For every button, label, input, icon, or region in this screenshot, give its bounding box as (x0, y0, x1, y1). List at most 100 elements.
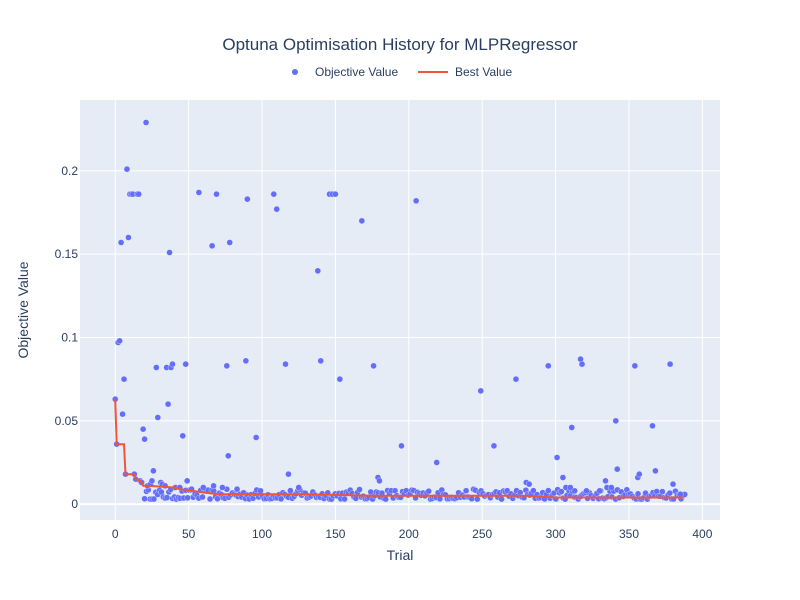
objective-point (244, 196, 251, 203)
objective-point (206, 495, 214, 503)
y-tick-label: 0.2 (61, 164, 78, 178)
objective-point (649, 422, 656, 429)
objective-point (659, 488, 666, 495)
legend-best-label: Best Value (455, 65, 512, 79)
objective-point (208, 242, 216, 249)
objective-point (433, 459, 440, 466)
objective-point (677, 491, 684, 498)
objective-point (164, 401, 172, 408)
objective-point (666, 489, 673, 497)
objective-point (123, 166, 131, 173)
objective-point (233, 486, 241, 493)
x-tick-label: 150 (325, 527, 345, 541)
objective-point (530, 487, 537, 494)
objective-point (612, 417, 619, 424)
objective-point (242, 357, 250, 364)
objective-point (169, 361, 176, 368)
y-tick-label: 0.1 (61, 331, 78, 345)
objective-point (210, 482, 217, 489)
objective-point (558, 488, 565, 495)
objective-point (332, 191, 339, 198)
legend-objective-marker (292, 69, 298, 75)
objective-point (571, 487, 578, 494)
objective-point (226, 239, 233, 246)
objective-point (583, 487, 590, 494)
objective-point (150, 495, 158, 503)
objective-point (477, 387, 484, 394)
objective-point (285, 471, 292, 478)
objective-point (125, 234, 132, 241)
objective-point (184, 477, 191, 484)
objective-point (166, 249, 173, 256)
objective-point (462, 487, 470, 494)
objective-point (559, 474, 567, 481)
objective-point (223, 362, 230, 369)
objective-point (474, 495, 481, 503)
objective-point (182, 361, 189, 368)
objective-point (568, 424, 575, 431)
objective-point (382, 495, 389, 503)
x-axis-title: Trial (387, 547, 414, 563)
objective-point (631, 362, 639, 369)
objective-point (545, 487, 552, 494)
legend: Objective Value Best Value (292, 65, 512, 79)
objective-point (412, 197, 420, 204)
objective-point (336, 376, 343, 383)
objective-point (139, 426, 147, 433)
best-value-path (114, 399, 684, 499)
objective-point (669, 481, 677, 488)
objective-point (490, 442, 498, 449)
objective-point (317, 357, 324, 364)
objective-point (257, 487, 264, 494)
grid (80, 100, 720, 520)
objective-point (117, 239, 125, 246)
legend-objective-label: Objective Value (315, 65, 398, 79)
objective-point (425, 488, 432, 495)
objective-point (252, 434, 260, 441)
x-tick-label: 50 (182, 527, 196, 541)
objective-point (225, 452, 232, 459)
objective-point (273, 206, 280, 213)
objective-point (614, 466, 621, 473)
objective-point (341, 495, 348, 503)
y-tick-label: 0 (71, 497, 78, 511)
x-tick-label: 200 (399, 527, 419, 541)
objective-point (141, 436, 148, 443)
objective-point (356, 486, 363, 493)
y-axis-ticks: 0 0.05 0.1 0.15 0.2 (55, 164, 79, 511)
objective-point (376, 477, 383, 484)
objective-point (119, 411, 126, 418)
objective-point (553, 454, 561, 461)
objective-point (295, 484, 302, 491)
objective-point (270, 191, 277, 198)
y-tick-label: 0.15 (55, 247, 79, 261)
x-tick-label: 100 (252, 527, 272, 541)
x-tick-label: 350 (619, 527, 639, 541)
objective-point (120, 376, 128, 383)
objective-point (150, 467, 157, 474)
objective-point (526, 481, 533, 488)
objective-point (636, 471, 643, 478)
objective-point (666, 361, 674, 368)
objective-point (652, 467, 659, 474)
objective-point (398, 442, 405, 449)
objective-point (596, 487, 603, 494)
x-tick-label: 0 (112, 527, 119, 541)
objective-point (578, 361, 586, 368)
objective-point (213, 191, 220, 198)
objective-point (163, 494, 171, 501)
objective-point (179, 432, 186, 439)
objective-point (358, 217, 365, 224)
objective-point (219, 484, 226, 491)
chart-title: Optuna Optimisation History for MLPRegre… (222, 35, 578, 54)
x-tick-label: 400 (692, 527, 712, 541)
objective-point (608, 484, 615, 491)
objective-point (148, 477, 156, 484)
objective-point (184, 494, 191, 501)
objective-point (142, 119, 150, 126)
objective-point (141, 495, 148, 502)
x-axis-ticks: 0 50 100 150 200 250 300 350 400 (112, 527, 713, 541)
objective-point (512, 376, 520, 383)
x-tick-label: 300 (546, 527, 566, 541)
